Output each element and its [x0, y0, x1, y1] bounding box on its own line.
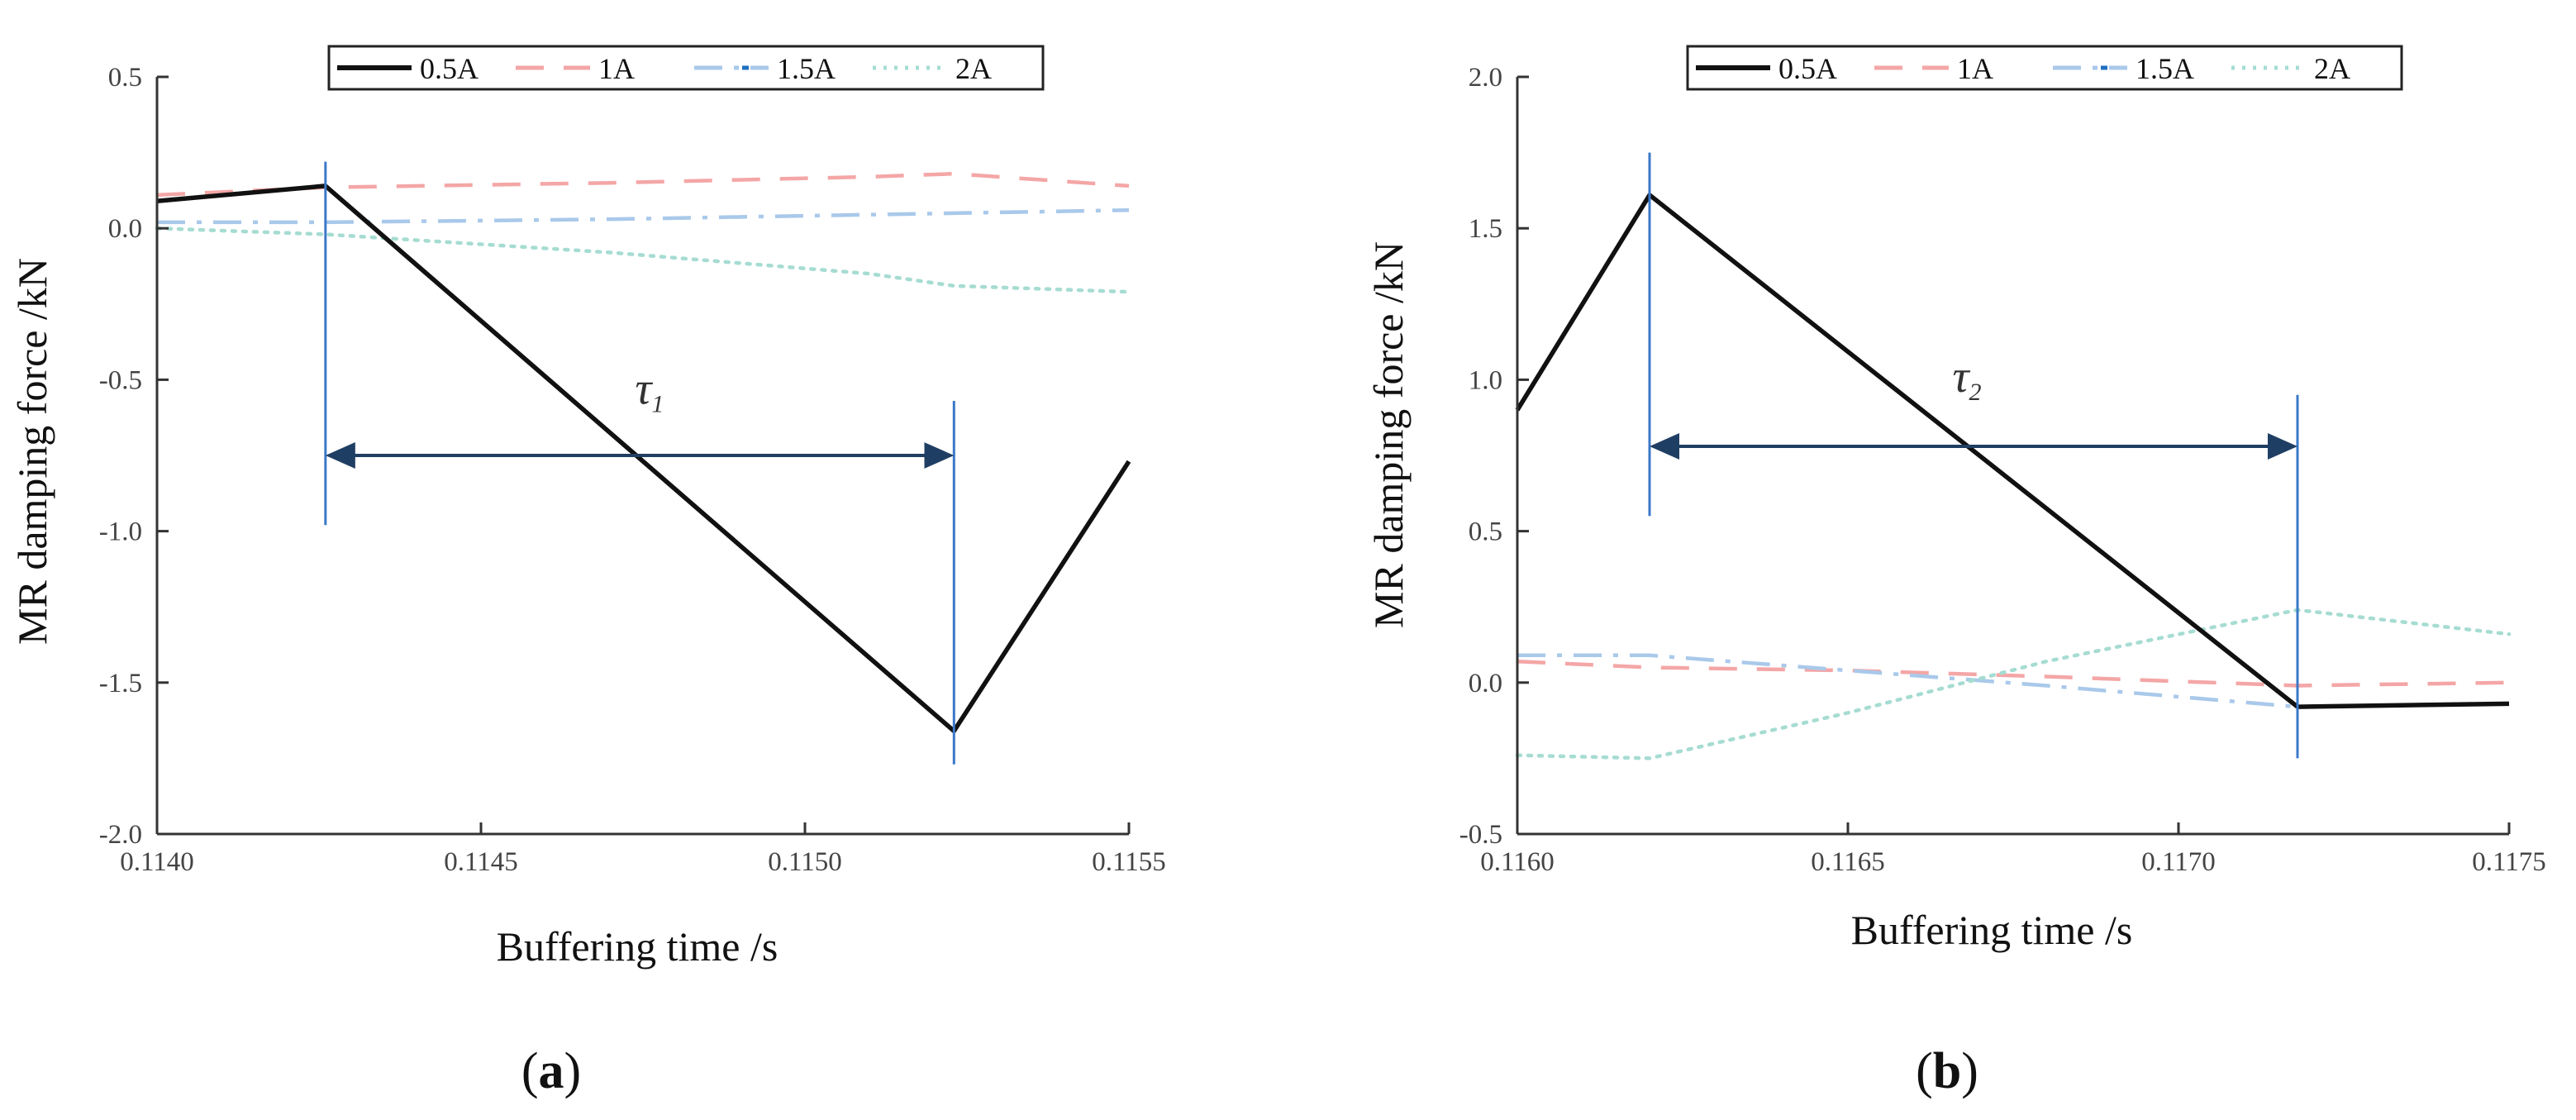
x-tick-label-a-0: 0.1140 [120, 847, 194, 877]
legend-label-a-0: 0.5A [420, 52, 479, 85]
y-tick-label-b-2: 0.5 [1469, 517, 1502, 547]
series-1p5A-line-b [1517, 653, 2510, 709]
x-axis-title-a: Buffering time /s [497, 923, 779, 970]
y-axis-title-a: MR damping force /kN [9, 258, 55, 645]
interval-annotation-a: τ1 [324, 161, 955, 765]
x-tick-label-b-1: 0.1165 [1811, 847, 1885, 877]
y-tick-label-b-5: 2.0 [1469, 63, 1502, 93]
series-0p5A-line-b [1515, 193, 2510, 709]
legend-box-b [1686, 45, 2403, 91]
legend-label-b-0: 0.5A [1778, 52, 1837, 85]
chart-panel-b: 0.1160 0.1165 0.1170 0.1175 -0.5 0.0 0.5 1.0 1.5… [1365, 45, 2546, 1099]
y-tick-label-b-1: 0.0 [1469, 669, 1502, 698]
series-0p5A-line-a [156, 183, 1131, 734]
legend-box-a [327, 45, 1045, 91]
y-tick-label-a-2: -1.0 [99, 517, 142, 547]
chart-panel-a: 0.1140 0.1145 0.1150 0.1155 -2.0 -1.5 -1.0 -0.5… [9, 45, 1166, 1099]
series-2A-line-a [155, 226, 1131, 294]
panel-label-b: (b) [1916, 1043, 1978, 1099]
interval-annotation-b: τ2 [1648, 152, 2299, 759]
legend-label-a-3: 2A [955, 52, 992, 85]
ticks-a: 0.1140 0.1145 0.1150 0.1155 -2.0 -1.5 -1.0 -0.5… [99, 63, 1166, 877]
y-tick-label-a-1: -1.5 [99, 669, 142, 698]
interval-label-a: τ1 [635, 364, 664, 418]
x-tick-label-a-2: 0.1150 [768, 847, 842, 877]
y-tick-label-b-0: -0.5 [1459, 820, 1502, 850]
y-tick-label-a-5: 0.5 [108, 63, 142, 93]
series-1A-line-b [1517, 659, 2510, 688]
panel-label-a: (a) [521, 1043, 581, 1099]
interval-label-b: τ2 [1952, 351, 1981, 406]
legend-a: 0.5A 1A 1.5A 2A [327, 45, 1045, 91]
y-tick-label-b-3: 1.0 [1469, 365, 1502, 395]
series-1p5A-line-a [157, 207, 1130, 225]
legend-label-b-3: 2A [2314, 52, 2350, 85]
y-tick-label-a-3: -0.5 [99, 365, 142, 395]
x-tick-label-b-0: 0.1160 [1480, 847, 1555, 877]
x-tick-label-b-2: 0.1170 [2141, 847, 2216, 877]
x-axis-title-b: Buffering time /s [1851, 907, 2133, 953]
series-layer-b [1515, 193, 2512, 760]
series-1A-line-a [156, 171, 1130, 198]
x-tick-label-b-3: 0.1175 [2472, 847, 2546, 877]
ticks-b: 0.1160 0.1165 0.1170 0.1175 -0.5 0.0 0.5 1.0 1.5… [1459, 63, 2546, 877]
x-tick-label-a-3: 0.1155 [1092, 847, 1166, 877]
x-tick-label-a-1: 0.1145 [444, 847, 518, 877]
legend-label-b-2: 1.5A [2136, 52, 2194, 85]
legend-label-b-1: 1A [1957, 52, 1993, 85]
y-axis-title-b: MR damping force /kN [1365, 241, 1412, 628]
y-tick-label-a-0: -2.0 [99, 820, 142, 850]
legend-b: 0.5A 1A 1.5A 2A [1686, 45, 2403, 91]
series-layer-a [155, 171, 1131, 734]
y-tick-label-a-4: 0.0 [108, 214, 142, 244]
y-tick-label-b-4: 1.5 [1469, 214, 1502, 244]
legend-label-a-2: 1.5A [777, 52, 836, 85]
legend-label-a-1: 1A [598, 52, 635, 85]
series-2A-line-b [1515, 608, 2512, 760]
